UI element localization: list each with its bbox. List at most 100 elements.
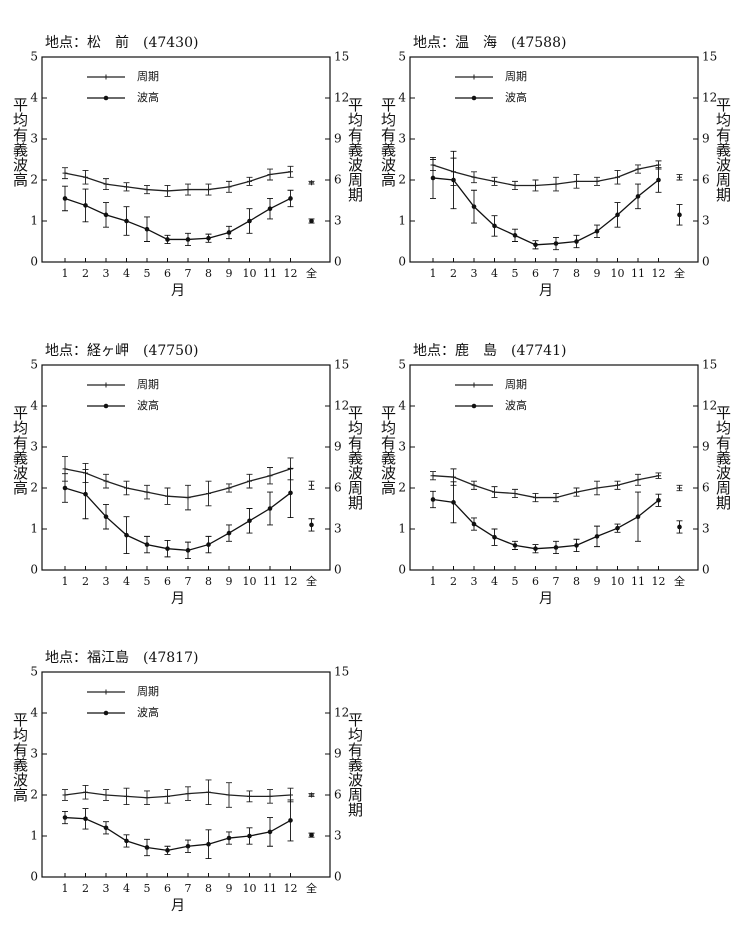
y-tick-label: 3	[30, 132, 38, 146]
y2-tick-label: 9	[334, 440, 342, 454]
point	[288, 169, 293, 175]
series-line	[64, 487, 291, 551]
x-tick-label: 3	[471, 575, 478, 588]
point	[124, 532, 129, 538]
chart-title: 地点：福江島 (47817)	[45, 650, 198, 666]
point	[471, 482, 477, 488]
series-line	[432, 177, 659, 246]
point	[635, 477, 641, 483]
point	[288, 818, 293, 823]
point	[226, 230, 232, 235]
y2-tick-label: 6	[702, 481, 710, 495]
point	[574, 543, 579, 548]
point	[103, 825, 109, 831]
point	[185, 237, 191, 242]
x-tick-label: 4	[123, 882, 130, 895]
x-tick-label: 5	[512, 267, 519, 280]
point	[206, 490, 211, 496]
point	[83, 203, 88, 208]
point	[309, 180, 314, 186]
x-tick-label: 7	[185, 575, 192, 588]
x-tick-label: 10	[243, 267, 257, 280]
y-tick-label: 4	[398, 91, 406, 105]
point	[247, 478, 252, 484]
point	[492, 223, 497, 229]
series-line	[64, 468, 291, 499]
point	[103, 792, 109, 798]
series-line	[432, 475, 659, 499]
y2-axis-label: 平均有義波周期	[714, 405, 732, 511]
point	[144, 795, 150, 801]
point	[165, 237, 170, 242]
point	[594, 485, 600, 491]
x-tick-label: 6	[532, 267, 539, 280]
y-axis-label: 平均有義波高	[11, 97, 29, 187]
point	[615, 482, 620, 488]
y2-tick-label: 0	[334, 255, 342, 269]
point	[267, 172, 273, 178]
x-tick-label: 2	[82, 267, 89, 280]
x-tick-label: 10	[611, 575, 625, 588]
y2-tick-label: 6	[334, 481, 342, 495]
point	[656, 177, 661, 183]
point	[635, 514, 641, 519]
x-tick-label: 7	[185, 882, 192, 895]
series-line	[64, 171, 291, 192]
point	[83, 816, 88, 822]
y2-tick-label: 15	[334, 665, 349, 679]
series-line	[432, 498, 659, 550]
series-line	[64, 791, 291, 799]
chart-title: 地点：温 海 (47588)	[413, 35, 566, 51]
legend-marker	[471, 382, 477, 388]
point	[144, 489, 150, 495]
x-tick-label: 10	[611, 267, 625, 280]
x-tick-label: 12	[652, 267, 666, 280]
y2-axis-label: 平均有義波周期	[714, 97, 732, 203]
point	[124, 218, 129, 224]
y-tick-label: 2	[30, 788, 38, 802]
series-line	[432, 164, 659, 187]
x-tick-label: 11	[263, 575, 277, 588]
y2-tick-label: 15	[702, 50, 717, 64]
point	[430, 497, 436, 502]
y-tick-label: 3	[398, 132, 406, 146]
x-axis-label: 月	[171, 898, 185, 914]
series-line	[64, 816, 291, 852]
legend-marker	[103, 689, 109, 695]
point	[574, 239, 579, 244]
legend-label: 波高	[137, 705, 159, 719]
x-tick-label: 全	[306, 881, 317, 895]
point	[226, 835, 232, 841]
y-tick-label: 2	[30, 481, 38, 495]
plot-frame	[409, 364, 699, 571]
y2-tick-label: 0	[334, 870, 342, 884]
y2-tick-label: 9	[334, 132, 342, 146]
y2-tick-label: 0	[702, 255, 710, 269]
x-tick-label: 10	[243, 575, 257, 588]
x-tick-label: 12	[284, 267, 298, 280]
x-tick-label: 全	[674, 574, 685, 588]
point	[247, 178, 252, 184]
point	[124, 184, 129, 190]
y2-tick-label: 15	[702, 358, 717, 372]
point	[206, 542, 211, 547]
point	[309, 482, 314, 488]
point	[185, 791, 191, 797]
y-tick-label: 2	[398, 481, 406, 495]
y2-tick-label: 3	[334, 522, 342, 536]
x-tick-label: 9	[594, 575, 601, 588]
point	[512, 233, 518, 238]
x-tick-label: 2	[82, 575, 89, 588]
point	[267, 473, 273, 479]
x-tick-label: 4	[491, 267, 498, 280]
point	[247, 218, 252, 224]
x-tick-label: 8	[573, 267, 580, 280]
x-tick-label: 5	[144, 267, 151, 280]
point	[615, 174, 620, 180]
point	[492, 178, 497, 184]
point	[512, 543, 518, 548]
legend-label: 周期	[505, 378, 527, 391]
point	[471, 204, 477, 209]
point	[309, 832, 314, 838]
y2-tick-label: 15	[334, 50, 349, 64]
